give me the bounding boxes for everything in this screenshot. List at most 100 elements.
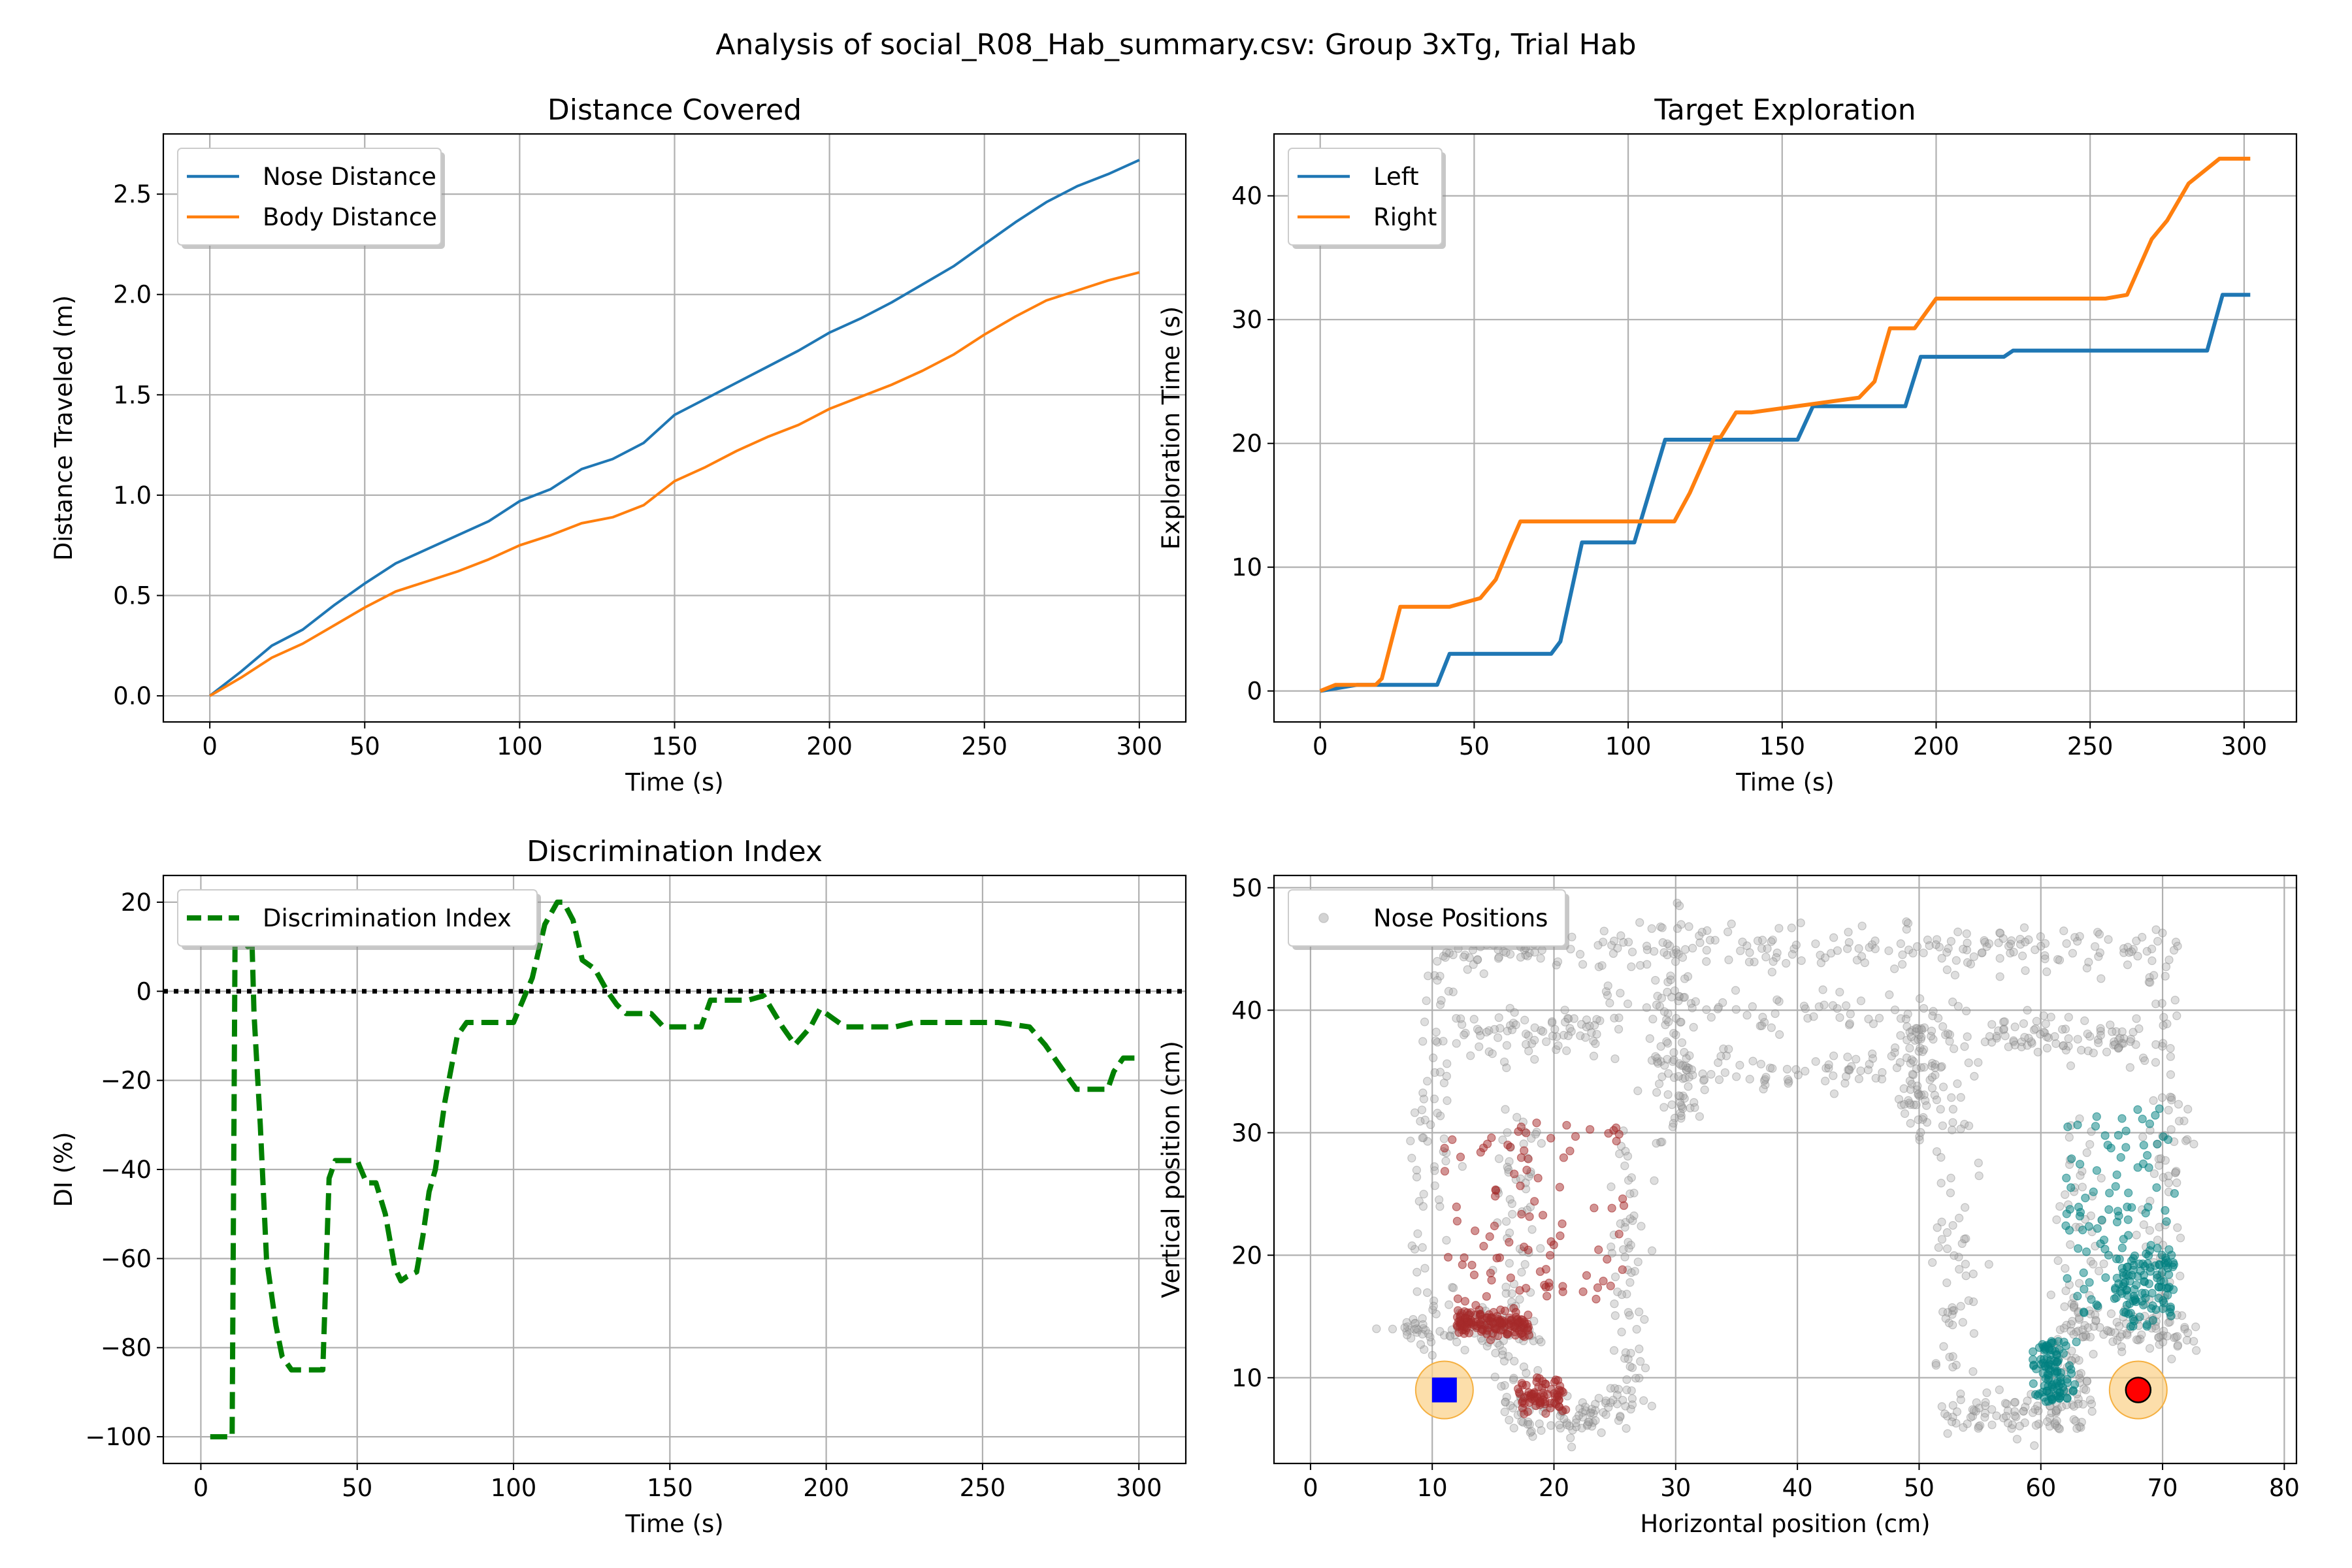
nose-point: [1524, 1047, 1533, 1056]
legend-box: [1288, 889, 1566, 947]
right-zone-point: [2152, 1183, 2161, 1192]
nose-point: [1974, 1403, 1984, 1413]
nose-point: [2136, 1334, 2145, 1344]
nose-point: [1577, 1424, 1586, 1433]
left-zone-point: [1586, 1125, 1595, 1134]
nose-point: [2142, 947, 2151, 956]
nose-point: [1896, 1031, 1905, 1040]
nose-point: [1443, 1059, 1452, 1068]
nose-point: [1703, 926, 1712, 935]
nose-point: [1422, 1288, 1432, 1298]
nose-point: [1943, 1411, 1952, 1421]
nose-point: [1685, 1051, 1694, 1060]
nose-point: [1674, 992, 1684, 1002]
nose-point: [1897, 1100, 1906, 1110]
y-tick-label: −60: [101, 1245, 152, 1273]
nose-point: [2072, 937, 2082, 946]
nose-point: [1530, 1023, 1539, 1032]
nose-point: [1592, 1015, 1601, 1024]
nose-point: [2042, 1032, 2051, 1041]
nose-point: [2059, 926, 2068, 936]
nose-point: [2059, 1041, 2068, 1051]
nose-point: [1463, 965, 1472, 974]
nose-point: [2183, 1105, 2193, 1114]
nose-point: [1681, 1062, 1690, 1071]
nose-point: [1647, 1401, 1656, 1411]
nose-point: [2151, 1058, 2161, 1067]
nose-point: [2166, 1125, 2176, 1134]
nose-point: [1948, 1401, 1957, 1410]
left-zone-point: [1467, 1260, 1477, 1269]
nose-point: [1714, 1075, 1724, 1085]
left-zone-point: [1458, 1260, 1467, 1269]
nose-point: [1938, 1121, 1948, 1130]
nose-point: [2183, 1135, 2192, 1144]
nose-point: [1494, 953, 1503, 962]
right-zone-point: [2148, 1316, 2157, 1325]
left-zone-point: [1503, 1328, 1512, 1337]
nose-point: [2074, 1399, 2083, 1409]
plot-area: [1319, 156, 2251, 693]
nose-point: [1662, 1015, 1671, 1024]
nose-point: [1980, 1037, 1989, 1047]
nose-point: [1673, 898, 1682, 907]
nose-point: [2108, 1027, 2117, 1036]
nose-point: [1443, 1096, 1452, 1105]
nose-point: [1624, 938, 1633, 947]
nose-point: [1597, 961, 1607, 970]
nose-point: [1676, 1114, 1686, 1123]
nose-point: [2083, 1029, 2092, 1039]
nose-point: [1947, 1417, 1957, 1426]
nose-point: [1417, 1105, 1427, 1115]
nose-point: [1647, 1056, 1657, 1065]
nose-point: [1966, 1413, 1976, 1422]
nose-point: [1624, 1244, 1633, 1253]
nose-point: [2039, 1011, 2048, 1021]
nose-point: [1426, 1337, 1436, 1347]
nose-point: [1542, 1037, 1551, 1047]
nose-point: [1903, 1036, 1912, 1045]
nose-point: [1625, 1311, 1634, 1320]
nose-point: [2132, 1335, 2142, 1345]
nose-point: [1903, 1022, 1912, 1031]
left-zone-point: [1460, 1253, 1469, 1262]
nose-point: [1999, 1413, 2008, 1423]
left-target-marker: [1431, 1377, 1457, 1403]
nose-point: [2095, 1323, 2104, 1332]
nose-point: [1927, 1026, 1936, 1036]
right-zone-point: [2074, 1244, 2083, 1253]
nose-point: [1896, 939, 1905, 948]
left-zone-point: [1562, 1120, 1571, 1130]
right-zone-point: [2062, 1173, 2071, 1183]
left-zone-point: [1520, 1146, 1529, 1155]
nose-point: [2064, 1034, 2073, 1043]
nose-point: [2065, 1133, 2074, 1142]
nose-point: [1631, 1373, 1641, 1383]
nose-point: [1626, 1241, 1635, 1250]
nose-point: [2055, 1325, 2065, 1334]
left-zone-point: [1485, 1232, 1494, 1241]
nose-point: [2051, 1039, 2061, 1048]
left-zone-point: [1490, 1221, 1499, 1231]
nose-point: [1937, 1062, 1946, 1071]
nose-point: [2148, 956, 2157, 966]
nose-point: [1774, 924, 1784, 933]
nose-point: [1985, 1032, 1995, 1041]
nose-point: [2176, 1233, 2185, 1243]
nose-point: [1603, 981, 1612, 990]
nose-point: [2068, 1316, 2077, 1326]
right-zone-point: [2165, 1308, 2174, 1317]
nose-point: [1659, 948, 1669, 957]
nose-point: [2082, 1148, 2091, 1157]
nose-point: [1927, 1073, 1936, 1082]
nose-point: [2155, 1222, 2164, 1232]
nose-point: [1527, 1225, 1537, 1234]
series-line-left: [1320, 293, 2251, 693]
nose-point: [1955, 1213, 1964, 1222]
nose-point: [2034, 1406, 2043, 1416]
left-zone-point: [1506, 1273, 1515, 1282]
nose-point: [2009, 947, 2018, 956]
nose-point: [1919, 1023, 1929, 1032]
nose-point: [1490, 1024, 1499, 1034]
y-tick-label: 1.0: [113, 482, 152, 510]
